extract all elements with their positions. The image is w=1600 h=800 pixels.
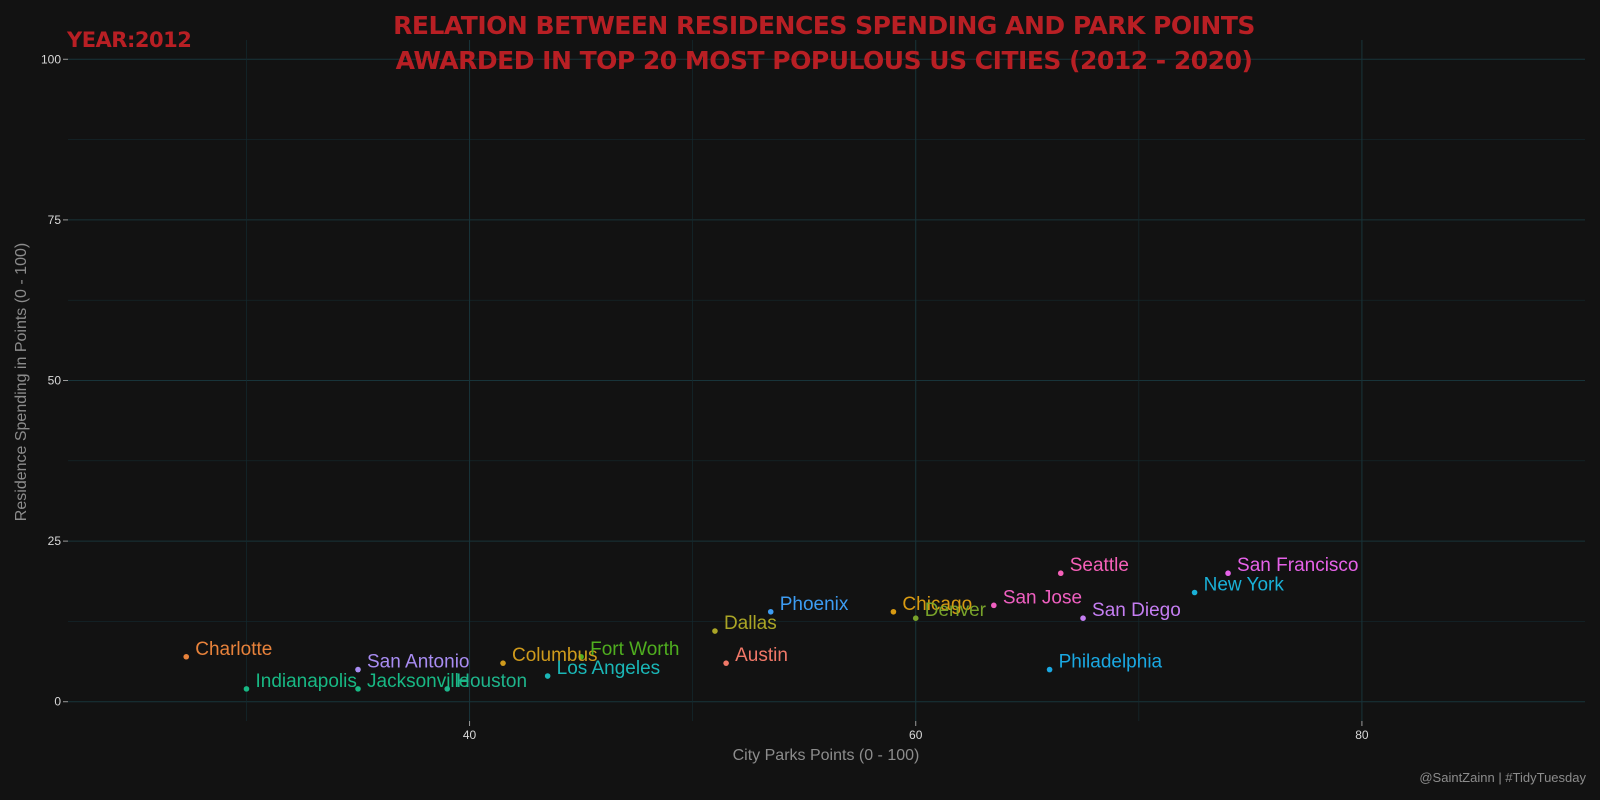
- label-denver: Denver: [925, 600, 987, 621]
- y-tick-label: 25: [48, 534, 62, 548]
- year-label: YEAR:2012: [66, 28, 191, 52]
- label-jacksonville: Jacksonville: [367, 671, 469, 692]
- label-los-angeles: Los Angeles: [557, 658, 661, 679]
- x-axis-title: City Parks Points (0 - 100): [733, 747, 920, 764]
- label-phoenix: Phoenix: [780, 594, 849, 615]
- label-san-jose: San Jose: [1003, 587, 1082, 608]
- point-san-jose: [991, 602, 997, 609]
- label-dallas: Dallas: [724, 613, 777, 634]
- x-tick-label: 80: [1355, 728, 1369, 742]
- y-tick-label: 50: [48, 374, 62, 388]
- point-san-antonio: [355, 666, 361, 673]
- point-san-francisco: [1225, 570, 1231, 577]
- label-houston: Houston: [456, 671, 527, 692]
- label-seattle: Seattle: [1070, 555, 1129, 576]
- label-fort-worth: Fort Worth: [590, 639, 679, 660]
- point-columbus: [500, 660, 506, 666]
- label-chicago: Chicago: [902, 594, 972, 615]
- chart-caption: @SaintZainn | #TidyTuesday: [1419, 770, 1586, 785]
- data-labels: Charlotte San Antonio Indianapolis Jacksonv…: [195, 555, 1358, 692]
- y-tick-label: 75: [48, 213, 62, 227]
- grid-lines: [68, 40, 1585, 721]
- label-new-york: New York: [1204, 575, 1285, 596]
- label-columbus: Columbus: [512, 645, 598, 666]
- data-points: [183, 570, 1231, 692]
- label-philadelphia: Philadelphia: [1059, 652, 1163, 673]
- point-houston: [444, 686, 451, 692]
- label-charlotte: Charlotte: [195, 639, 272, 660]
- point-indianapolis: [243, 686, 250, 692]
- point-chicago: [890, 608, 897, 615]
- x-tick-label: 60: [909, 728, 923, 742]
- point-philadelphia: [1046, 666, 1053, 673]
- point-phoenix: [767, 608, 774, 615]
- y-axis-title: Residence Spending in Points (0 - 100): [13, 243, 30, 521]
- point-jacksonville: [355, 686, 361, 692]
- label-san-francisco: San Francisco: [1237, 555, 1358, 576]
- point-los-angeles: [544, 673, 551, 679]
- point-denver: [912, 615, 919, 622]
- point-austin: [723, 660, 729, 666]
- point-charlotte: [183, 653, 190, 660]
- axes: 0 25 50 75 100 40 60 80: [41, 52, 1369, 742]
- x-tick-label: 40: [463, 728, 477, 742]
- label-san-diego: San Diego: [1092, 600, 1181, 621]
- chart-title-line-1: RELATION BETWEEN RESIDENCES SPENDING AND…: [393, 11, 1255, 40]
- chart-title-line-2: AWARDED IN TOP 20 MOST POPULOUS US CITIE…: [396, 46, 1253, 75]
- point-san-diego: [1080, 615, 1086, 622]
- point-new-york: [1191, 589, 1198, 596]
- point-fort-worth: [578, 653, 584, 660]
- y-tick-label: 100: [41, 52, 61, 66]
- label-san-antonio: San Antonio: [367, 652, 469, 673]
- label-indianapolis: Indianapolis: [255, 671, 356, 692]
- point-seattle: [1057, 570, 1064, 577]
- label-austin: Austin: [735, 645, 788, 666]
- y-tick-label: 0: [54, 695, 61, 709]
- point-dallas: [712, 628, 718, 634]
